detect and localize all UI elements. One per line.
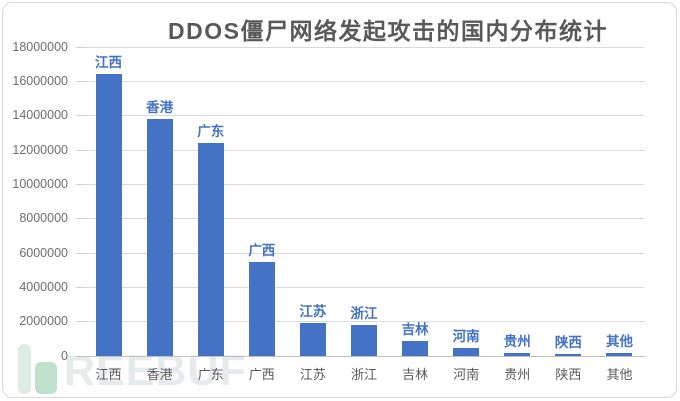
gridline xyxy=(83,46,645,48)
bar-top-label: 广东 xyxy=(197,124,225,140)
gridline xyxy=(83,80,645,82)
bar xyxy=(504,353,531,356)
plot-area: 江西香港广东广西江苏 浙江吉林河南 贵州 陕西 其他 xyxy=(83,46,645,356)
bar xyxy=(95,74,122,356)
gridline xyxy=(83,252,645,254)
bar xyxy=(402,340,429,356)
x-tick-label: 江苏 xyxy=(299,367,326,382)
x-tick-label: 江西 xyxy=(95,367,122,382)
bar-top-label: 陕西 xyxy=(554,335,582,351)
bar-top-label: 香港 xyxy=(146,100,174,116)
bar-top-label: 其他 xyxy=(605,334,633,350)
x-tick-label: 香港 xyxy=(146,367,173,382)
bar xyxy=(351,325,377,356)
chart-title: DDOS僵尸网络发起攻击的国内分布统计 xyxy=(168,18,608,44)
x-tick-label: 吉林 xyxy=(402,367,429,382)
bar-top-label: 广西 xyxy=(248,242,276,258)
bar xyxy=(555,354,582,356)
y-tick-label: 2000000 xyxy=(19,314,68,329)
y-axis-tick-mark xyxy=(76,218,83,220)
bar-top-label: 浙江 xyxy=(350,306,378,322)
x-tick-label: 其他 xyxy=(606,367,633,382)
bar-top-label: 贵州 xyxy=(503,334,531,350)
x-axis: 江西 香港 广东 广西 江苏 浙江 吉林 河南 贵州 陕西 其他 xyxy=(83,362,645,382)
x-axis-line xyxy=(77,356,645,357)
x-tick-label: 河南 xyxy=(453,367,480,382)
bar xyxy=(146,119,173,356)
x-tick-label: 贵州 xyxy=(504,367,531,382)
y-axis-tick-mark xyxy=(76,252,83,254)
x-tick-label: 广东 xyxy=(197,367,224,382)
y-axis-tick-mark xyxy=(76,115,83,117)
bar-top-label: 江西 xyxy=(95,55,123,71)
bar xyxy=(453,348,480,356)
x-tick-label: 陕西 xyxy=(555,367,582,382)
freebuf-logo-icon xyxy=(35,362,57,394)
y-axis: 0 2000000 4000000 6000000 8000000 10000000 120… xyxy=(0,40,76,363)
y-tick-label: 18000000 xyxy=(12,39,68,54)
gridline xyxy=(83,115,645,117)
bar xyxy=(299,323,326,356)
y-axis-tick-mark xyxy=(76,149,83,151)
y-tick-label: 6000000 xyxy=(19,245,68,260)
gridline xyxy=(83,183,645,185)
y-tick-label: 14000000 xyxy=(12,108,68,123)
gridline xyxy=(83,321,645,323)
bar-top-label: 吉林 xyxy=(401,321,429,337)
gridline xyxy=(83,286,645,288)
bar xyxy=(606,353,633,356)
gridline xyxy=(83,149,645,151)
y-tick-label: 12000000 xyxy=(12,142,68,157)
y-tick-label: 10000000 xyxy=(12,176,68,191)
y-axis-tick-mark xyxy=(76,46,83,48)
bar xyxy=(197,143,224,356)
y-axis-tick-mark xyxy=(76,183,83,185)
y-axis-tick-mark xyxy=(76,286,83,288)
y-tick-label: 0 xyxy=(61,348,68,363)
y-tick-label: 16000000 xyxy=(12,73,68,88)
y-tick-label: 4000000 xyxy=(19,279,68,294)
bar xyxy=(248,261,275,356)
gridline xyxy=(83,218,645,220)
bar-top-label: 河南 xyxy=(452,329,480,345)
x-tick-label: 浙江 xyxy=(350,367,378,382)
y-axis-tick-mark xyxy=(76,321,83,323)
y-tick-label: 8000000 xyxy=(19,211,68,226)
x-tick-label: 广西 xyxy=(248,367,275,382)
y-axis-tick-marks xyxy=(76,46,83,357)
y-axis-tick-mark xyxy=(76,80,83,82)
bar-top-label: 江苏 xyxy=(299,304,327,320)
